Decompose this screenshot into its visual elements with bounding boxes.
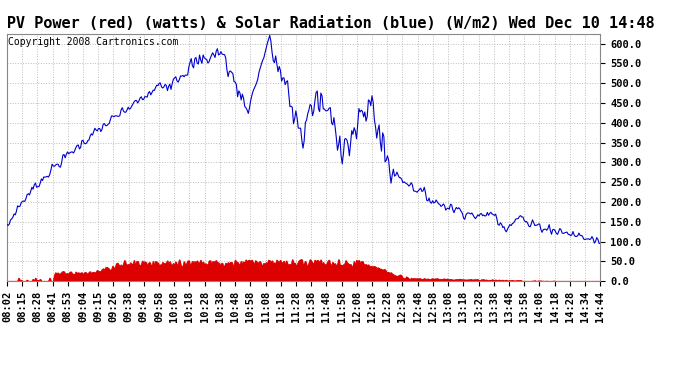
Text: Copyright 2008 Cartronics.com: Copyright 2008 Cartronics.com <box>8 38 179 48</box>
Title: Total PV Power (red) (watts) & Solar Radiation (blue) (W/m2) Wed Dec 10 14:48: Total PV Power (red) (watts) & Solar Rad… <box>0 16 655 31</box>
